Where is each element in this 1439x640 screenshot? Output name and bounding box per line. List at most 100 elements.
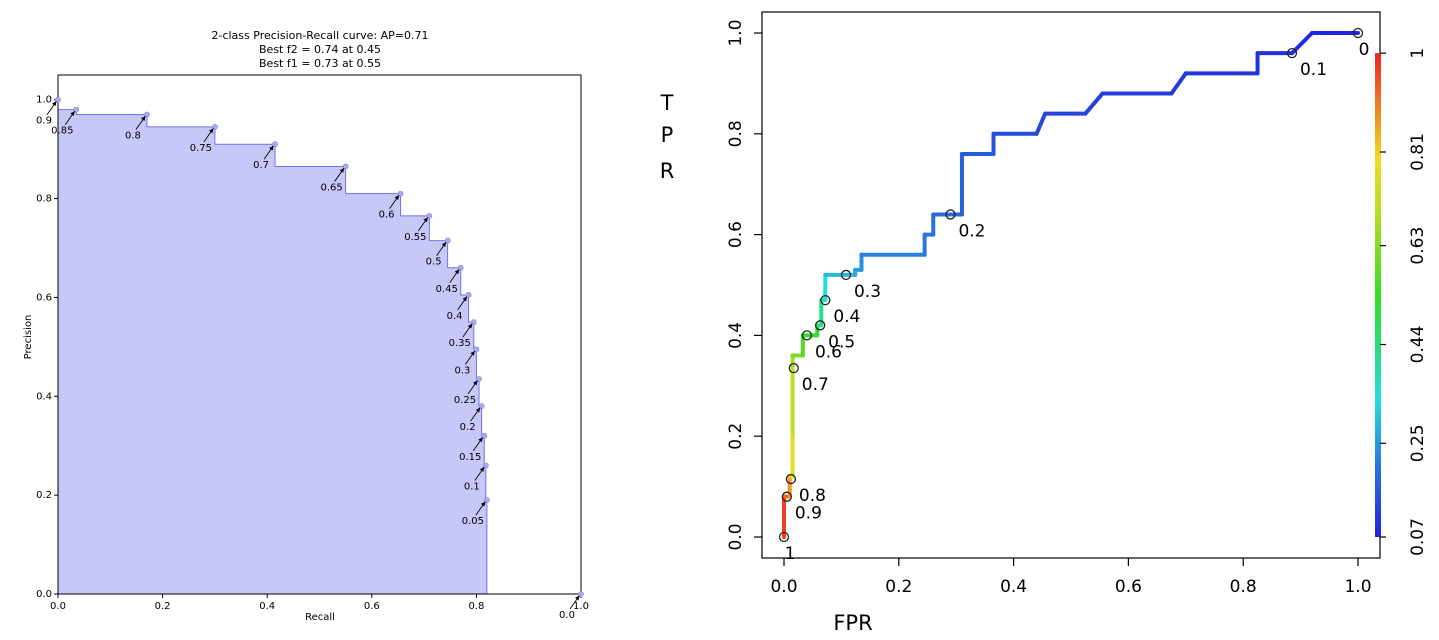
pr-threshold-point [470, 319, 477, 326]
colorbar-tick-label: 0.25 [1408, 424, 1428, 462]
pr-threshold-label: 0.65 [321, 182, 343, 193]
pr-threshold-arrow-head [208, 128, 214, 134]
roc-y-tick-label: 0.4 [726, 322, 746, 349]
pr-area-fill [58, 99, 581, 595]
roc-threshold-points: 1 0.90.8 0.7 0.60.5 0.4 0.3 0.2 0.1 0 [778, 27, 1370, 564]
pr-plot-frame [57, 74, 582, 595]
pr-threshold-arrow-head [70, 111, 75, 117]
roc-threshold-marker [815, 320, 826, 331]
pr-threshold-label: 0.85 [51, 126, 73, 137]
pr-threshold-point [473, 346, 480, 353]
roc-x-tick-label: 0.4 [1000, 577, 1027, 597]
roc-chart: 0.0 0.2 0.4 0.6 0.8 1.0 0.00.20.40.60.81.0 10… [660, 11, 1428, 635]
pr-threshold-point [342, 163, 349, 170]
roc-threshold-marker [785, 473, 797, 485]
pr-threshold-label: 0.45 [436, 284, 458, 295]
pr-title-line-3: Best f1 = 0.73 at 0.55 [259, 57, 381, 70]
pr-y-axis-ticks: 0.0 0.2 0.4 0.6 0.8 1.0 [36, 95, 58, 600]
roc-threshold-label: 0.1 [1300, 60, 1327, 80]
pr-threshold-label: 0.8 [125, 131, 141, 142]
pr-title-line-2: Best f2 = 0.74 at 0.45 [259, 43, 381, 56]
pr-x-tick-label: 0.6 [364, 601, 380, 612]
pr-threshold-label: 0.35 [449, 338, 471, 349]
pr-threshold-label: 0.6 [379, 210, 395, 221]
pr-threshold-label: 0.55 [404, 232, 426, 243]
pr-x-tick-label: 0.4 [259, 601, 275, 612]
pr-threshold-arrow-head [467, 323, 473, 329]
pr-threshold-arrow-head [52, 101, 57, 107]
pr-threshold-label: 0.5 [426, 257, 442, 268]
roc-curve-segment [1083, 91, 1105, 116]
roc-threshold-label: 0.2 [958, 221, 985, 241]
pr-threshold-label: 0.2 [460, 422, 476, 433]
pr-x-tick-label: 0.8 [468, 601, 484, 612]
roc-y-tick-label: 0.6 [726, 221, 746, 248]
roc-threshold-marker [801, 330, 813, 341]
roc-y-tick-label: 0.2 [726, 423, 746, 450]
pr-threshold-arrow-head [441, 242, 447, 247]
pr-x-axis-label: Recall [305, 612, 335, 623]
pr-y-tick-label: 0.0 [36, 589, 52, 600]
roc-x-axis-label: FPR [833, 611, 872, 635]
pr-y-tick-label: 0.6 [36, 292, 52, 303]
roc-threshold-marker [788, 363, 799, 374]
roc-y-tick-label: 0.8 [726, 120, 746, 147]
roc-x-tick-label: 0.6 [1115, 577, 1142, 597]
pr-threshold-point [465, 292, 472, 298]
pr-threshold-annotations: 0.90.85 0.80.750.70.650.60.550.50.450.40.… [36, 96, 584, 621]
pr-threshold-point [476, 376, 482, 382]
pr-threshold-point [211, 124, 218, 130]
roc-x-tick-label: 1.0 [1344, 577, 1371, 597]
colorbar-tick-label: 0.44 [1408, 326, 1428, 364]
pr-threshold-point [457, 264, 464, 271]
pr-threshold-point [578, 591, 584, 597]
roc-threshold-label: 0 [1359, 40, 1370, 60]
roc-x-axis-ticks: 0.0 0.2 0.4 0.6 0.8 1.0 [770, 558, 1372, 597]
colorbar-tick-label: 0.81 [1408, 133, 1428, 171]
roc-x-tick-label: 0.2 [885, 577, 912, 597]
roc-threshold-marker [781, 491, 793, 502]
pr-y-tick-label: 0.8 [36, 194, 52, 205]
roc-threshold-marker [945, 209, 956, 220]
roc-threshold-label: 0.5 [828, 332, 855, 352]
pr-threshold-point [426, 212, 433, 219]
pr-threshold-point [482, 462, 489, 469]
roc-colorbar: 0.07 0.25 0.44 0.63 0.81 1 [1375, 48, 1428, 556]
roc-threshold-marker [1286, 48, 1298, 59]
pr-threshold-arrow-head [480, 501, 486, 507]
roc-threshold-label: 0.8 [799, 486, 826, 506]
pr-threshold-point [397, 190, 404, 197]
roc-y-axis-letter-t: T [660, 91, 674, 115]
pr-threshold-label: 0.1 [464, 481, 480, 492]
pr-threshold-point [478, 403, 485, 410]
roc-y-tick-label: 0.0 [726, 523, 746, 550]
roc-threshold-label: 0.7 [802, 375, 829, 395]
precision-recall-chart: 2-class Precision-Recall curve: AP=0.71 … [23, 29, 589, 623]
roc-threshold-label: 0.4 [833, 307, 860, 327]
pr-threshold-arrow-head [454, 269, 460, 275]
roc-x-tick-label: 0.0 [770, 577, 797, 597]
roc-y-axis-letter-p: P [661, 123, 674, 147]
pr-y-axis-label: Precision [23, 315, 34, 360]
roc-threshold-marker [820, 294, 831, 306]
pr-threshold-arrow-head [423, 217, 428, 223]
roc-x-tick-label: 0.8 [1230, 577, 1257, 597]
pr-threshold-label: 0.05 [462, 516, 484, 527]
colorbar-tick-label: 0.63 [1408, 227, 1428, 265]
roc-threshold-marker [840, 269, 852, 281]
pr-threshold-label: 0.7 [253, 160, 269, 171]
pr-threshold-arrow-head [462, 296, 468, 302]
pr-y-tick-label: 0.2 [36, 490, 52, 501]
roc-threshold-label: 0.3 [854, 282, 881, 302]
pr-y-tick-label: 1.0 [36, 95, 52, 106]
pr-threshold-arrow-head [479, 466, 485, 472]
pr-x-tick-label: 1.0 [573, 601, 589, 612]
pr-threshold-label: 0.9 [36, 116, 52, 127]
roc-threshold-marker [778, 531, 790, 543]
roc-y-axis-ticks: 0.0 0.2 0.4 0.6 0.8 1.0 [726, 19, 762, 551]
pr-threshold-arrow-head [575, 595, 580, 601]
roc-y-tick-label: 1.0 [726, 19, 746, 46]
roc-threshold-label: 0.9 [795, 504, 822, 524]
pr-threshold-arrow-head [140, 116, 146, 121]
